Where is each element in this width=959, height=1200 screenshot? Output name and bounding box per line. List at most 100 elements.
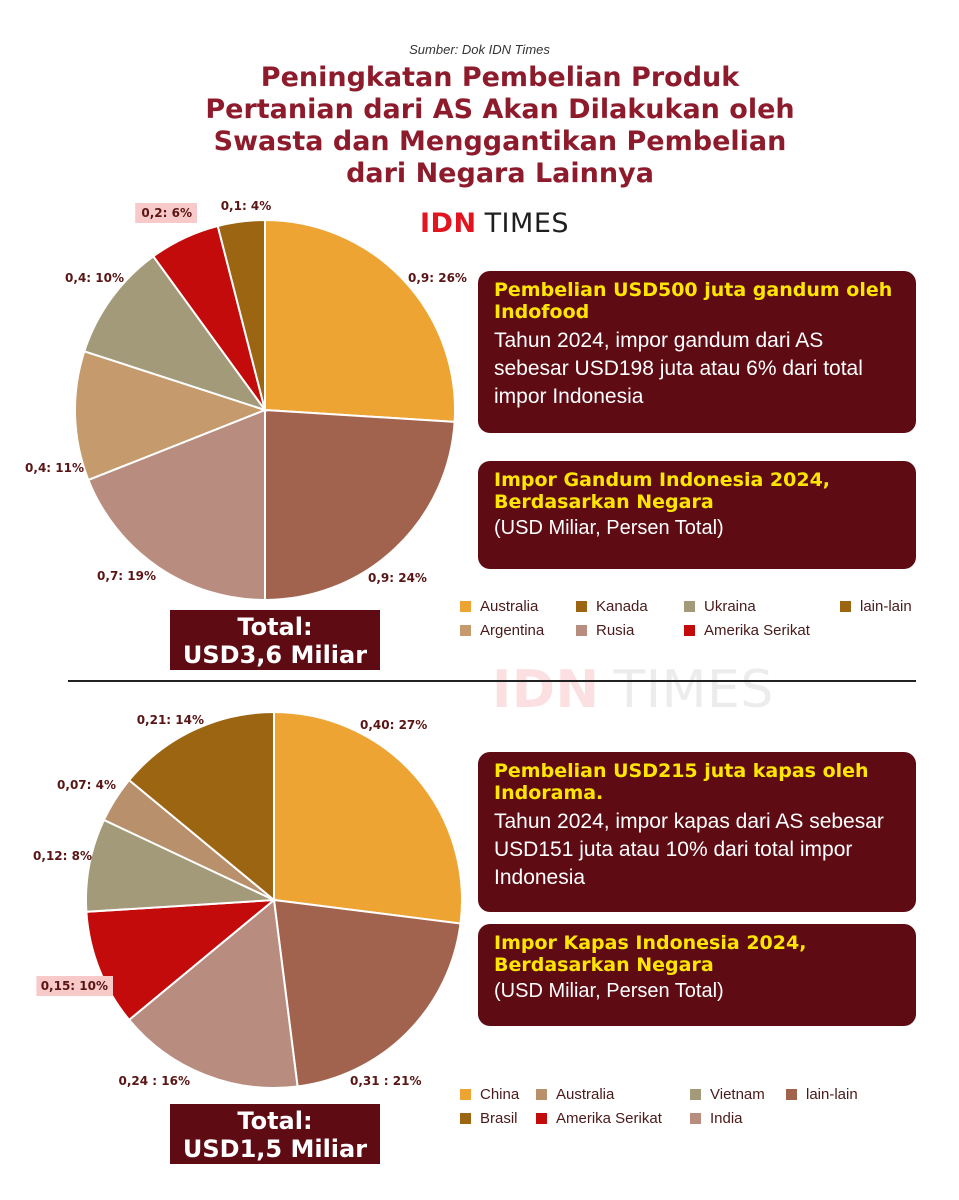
legend-swatch — [576, 624, 587, 636]
legend-item: Amerika Serikat — [536, 1108, 662, 1128]
legend-label: Amerika Serikat — [704, 621, 810, 639]
legend-swatch — [536, 1088, 547, 1100]
wheat-total-box: Total: USD3,6 Miliar — [170, 610, 380, 670]
pie-slice-india — [127, 898, 299, 1089]
wheat-legend: Australia Kanada Ukraina lain-lain Argen… — [460, 596, 940, 646]
pie-label-australia: 0,9: 26% — [408, 271, 467, 285]
source-note: Sumber: Dok IDN Times — [409, 42, 550, 57]
legend-label: China — [480, 1085, 520, 1103]
legend-label: Argentina — [480, 621, 545, 639]
legend-item: China — [460, 1084, 519, 1104]
legend-item: Rusia — [576, 620, 634, 640]
title-line: Peningkatan Pembelian Produk — [260, 62, 740, 93]
pie-slice-vietnam — [85, 818, 275, 913]
cotton-purchase-card: Pembelian USD215 juta kapas oleh Indoram… — [478, 752, 916, 912]
title-line: Pertanian dari AS Akan Dilakukan oleh — [205, 94, 795, 125]
pie-label-kanada: 0,9: 24% — [368, 571, 427, 585]
legend-label: Brasil — [480, 1109, 518, 1127]
pie-slice-brasil — [127, 710, 275, 903]
legend-label: lain-lain — [860, 597, 912, 615]
idn-times-watermark: IDN TIMES — [492, 660, 774, 720]
infographic-title: Peningkatan Pembelian Produk Pertanian d… — [150, 62, 850, 190]
legend-label: lain-lain — [806, 1085, 858, 1103]
legend-swatch — [690, 1112, 701, 1124]
legend-item: lain-lain — [840, 596, 912, 616]
cotton-import-pie-chart: 0,40: 27% 0,31 : 21% 0,24 : 16% 0,15: 10% 0,… — [33, 710, 463, 1089]
pie-slice-amerika-serikat — [85, 898, 278, 1022]
legend-swatch — [786, 1088, 797, 1100]
legend-swatch — [460, 600, 471, 612]
highlight-label-box — [135, 203, 197, 223]
wheat-chart-card: Impor Gandum Indonesia 2024, Berdasarkan… — [478, 461, 916, 569]
cotton-total-box: Total: USD1,5 Miliar — [170, 1104, 380, 1164]
legend-label: Vietnam — [710, 1085, 765, 1103]
logo-idn-text: IDN — [420, 208, 477, 239]
legend-item: Argentina — [460, 620, 544, 640]
legend-item: Ukraina — [684, 596, 756, 616]
pie-label-amerika-serikat: 0,15: 10% — [41, 979, 108, 993]
legend-swatch — [684, 624, 695, 636]
legend-item: Australia — [460, 596, 538, 616]
highlight-label-box — [36, 976, 113, 996]
total-value: USD3,6 Miliar — [182, 641, 368, 669]
legend-label: Rusia — [596, 621, 635, 639]
pie-label-lain-lain: 0,31 : 21% — [350, 1074, 421, 1088]
pie-slice-argentina — [74, 350, 268, 482]
legend-swatch — [576, 600, 587, 612]
pie-slice-lain-lain — [272, 898, 462, 1088]
total-label: Total: — [237, 1107, 313, 1135]
pie-label-rusia: 0,7: 19% — [97, 569, 156, 583]
legend-label: Australia — [556, 1085, 615, 1103]
pie-label-amerika-serikat: 0,2: 6% — [141, 206, 192, 220]
card-heading: Pembelian USD500 juta gandum oleh Indofo… — [494, 279, 893, 323]
legend-swatch — [684, 600, 695, 612]
legend-item: Vietnam — [690, 1084, 765, 1104]
card-subtitle: (USD Miliar, Persen Total) — [494, 980, 724, 1002]
card-body: Tahun 2024, impor kapas dari AS sebesar … — [494, 810, 884, 889]
pie-slice-rusia — [87, 408, 266, 602]
legend-swatch — [690, 1088, 701, 1100]
pie-label-ukraina: 0,4: 10% — [65, 271, 124, 285]
card-subtitle: (USD Miliar, Persen Total) — [494, 517, 724, 539]
legend-label: Australia — [480, 597, 539, 615]
title-line: Swasta dan Menggantikan Pembelian — [213, 126, 787, 157]
legend-swatch — [536, 1112, 547, 1124]
legend-label: Kanada — [596, 597, 648, 615]
pie-label-lain-lain: 0,1: 4% — [221, 199, 272, 213]
pie-label-vietnam: 0,12: 8% — [33, 849, 92, 863]
pie-slice-kanada — [264, 408, 456, 602]
legend-label: India — [710, 1109, 743, 1127]
idn-times-logo: IDN TIMES — [420, 208, 569, 239]
legend-item: lain-lain — [786, 1084, 858, 1104]
legend-swatch — [460, 1088, 471, 1100]
pie-slice-ukraina — [83, 254, 268, 412]
wheat-purchase-card: Pembelian USD500 juta gandum oleh Indofo… — [478, 271, 916, 433]
legend-swatch — [460, 1112, 471, 1124]
pie-label-brasil: 0,21: 14% — [137, 713, 204, 727]
pie-slice-australia — [264, 218, 456, 423]
cotton-legend: China Australia Vietnam lain-lain Brasil… — [460, 1084, 920, 1134]
watermark-times-text: TIMES — [613, 660, 774, 720]
legend-item: Kanada — [576, 596, 648, 616]
pie-label-argentina: 0,4: 11% — [25, 461, 84, 475]
card-heading: Pembelian USD215 juta kapas oleh Indoram… — [494, 760, 869, 804]
total-label: Total: — [237, 613, 313, 641]
legend-item: Amerika Serikat — [684, 620, 810, 640]
cotton-chart-card: Impor Kapas Indonesia 2024, Berdasarkan … — [478, 924, 916, 1026]
pie-label-australia: 0,07: 4% — [57, 778, 116, 792]
watermark-idn-text: IDN — [492, 660, 600, 720]
pie-label-china: 0,40: 27% — [360, 718, 427, 732]
legend-swatch — [840, 600, 851, 612]
legend-label: Ukraina — [704, 597, 756, 615]
legend-item: Australia — [536, 1084, 614, 1104]
legend-label: Amerika Serikat — [556, 1109, 662, 1127]
total-value: USD1,5 Miliar — [182, 1135, 368, 1163]
card-heading: Impor Kapas Indonesia 2024, Berdasarkan … — [494, 932, 807, 976]
card-body: Tahun 2024, impor gandum dari AS sebesar… — [494, 329, 863, 408]
pie-slice-china — [273, 710, 463, 925]
legend-swatch — [460, 624, 471, 636]
section-divider — [68, 680, 916, 682]
legend-item: Brasil — [460, 1108, 518, 1128]
title-line: dari Negara Lainnya — [346, 158, 654, 189]
card-heading: Impor Gandum Indonesia 2024, Berdasarkan… — [494, 469, 831, 513]
